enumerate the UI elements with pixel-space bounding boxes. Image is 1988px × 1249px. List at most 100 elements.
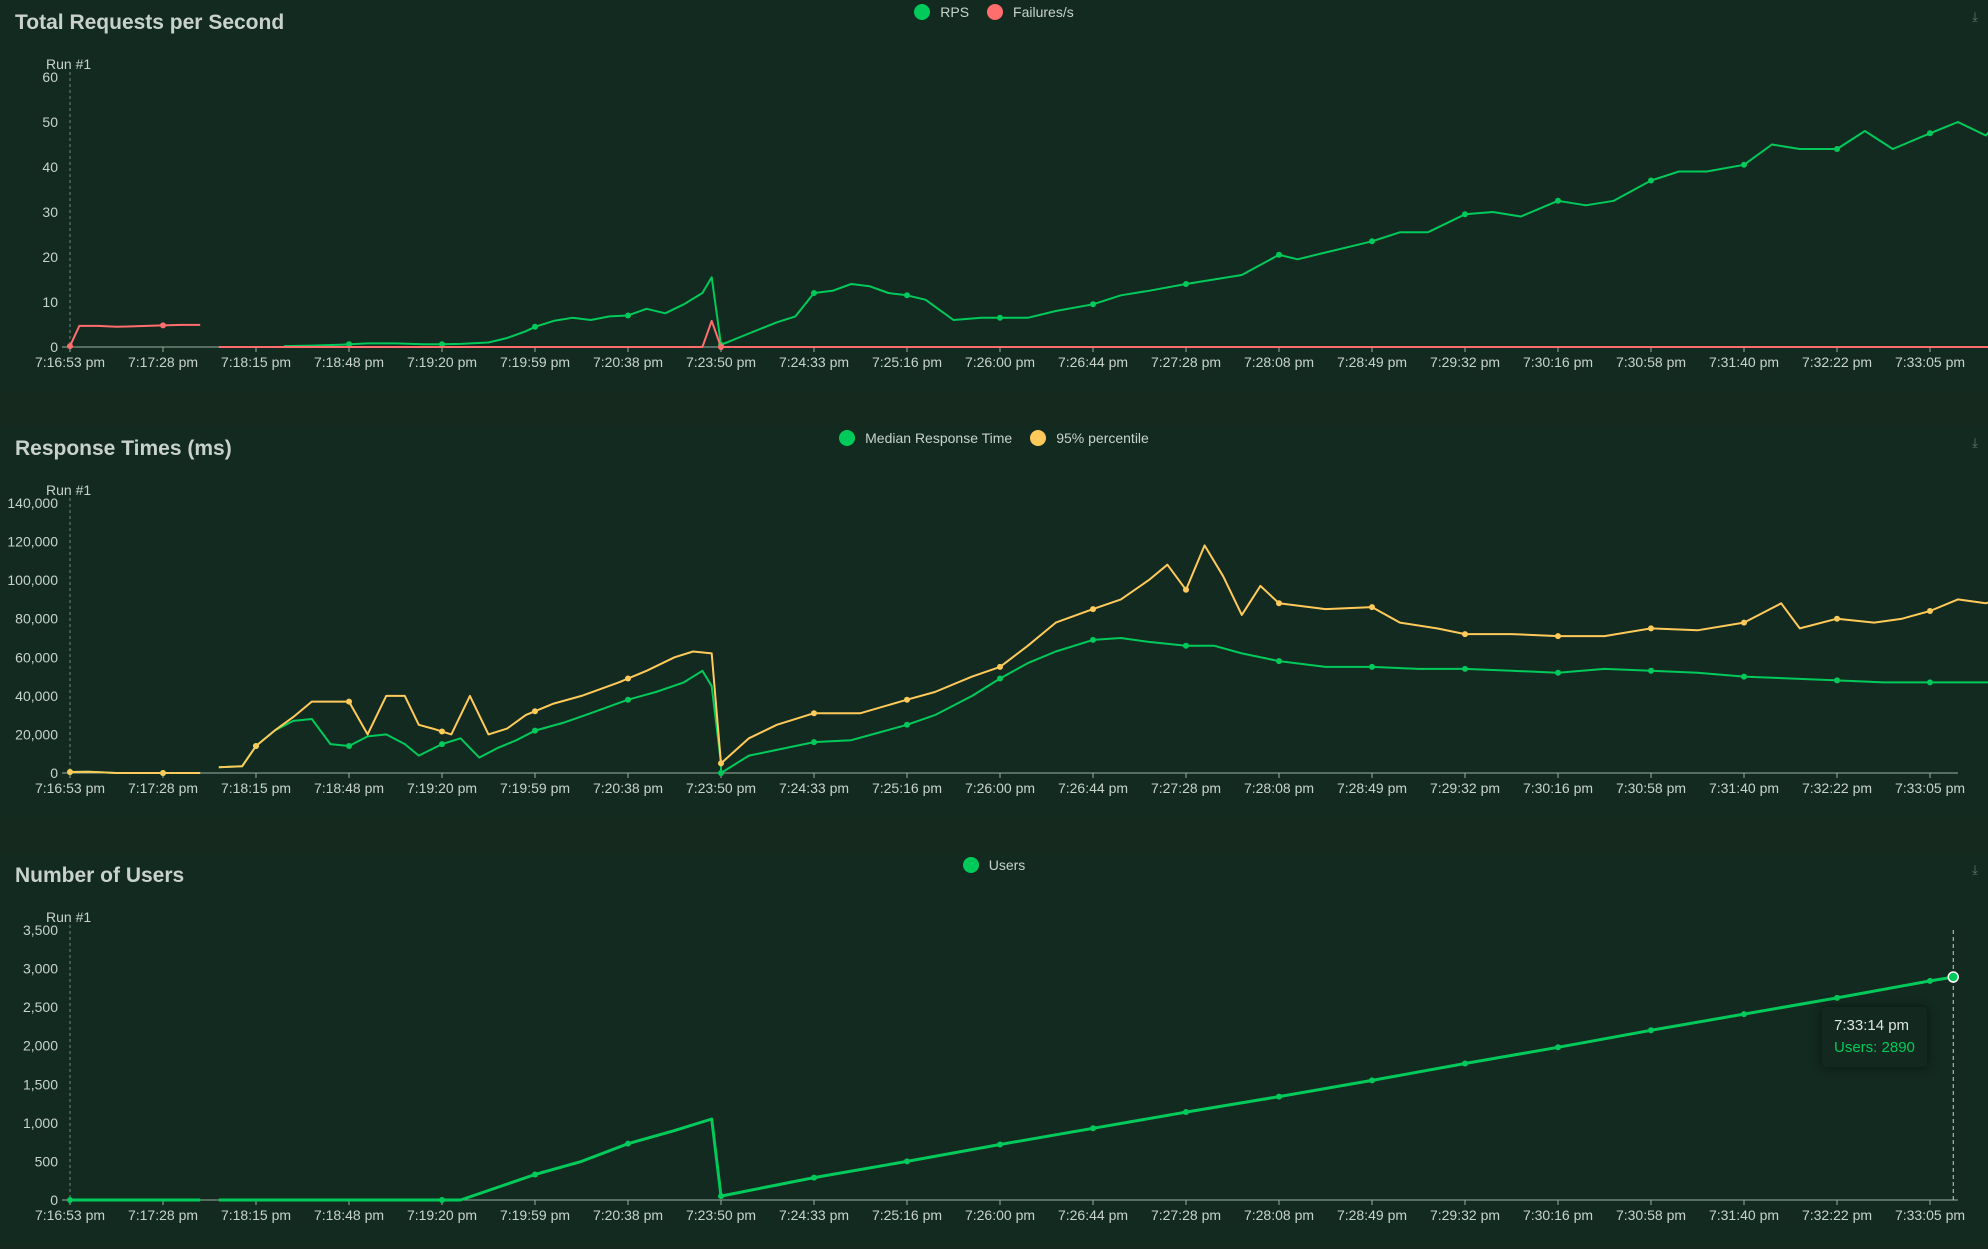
x-tick-label: 7:26:00 pm	[965, 354, 1035, 370]
x-tick-label: 7:16:53 pm	[35, 780, 105, 796]
series-point	[1369, 1077, 1375, 1084]
x-tick-label: 7:17:28 pm	[128, 1207, 198, 1223]
series-point	[718, 1193, 724, 1200]
y-tick-label: 0	[50, 339, 58, 355]
series-point	[1183, 1109, 1189, 1116]
chart-tooltip: 7:33:14 pm Users: 2890	[1822, 1007, 1927, 1067]
series-point	[625, 696, 631, 703]
legend-dot	[962, 857, 979, 873]
series-point	[718, 760, 724, 767]
legend-label: Failures/s	[1013, 4, 1074, 20]
x-tick-label: 7:24:33 pm	[779, 1207, 849, 1223]
series-point	[997, 314, 1003, 321]
series-point	[997, 663, 1003, 670]
response-times-chart: Run #1 0 20,000 40,000 60,000 80,000 100,000 12…	[7, 482, 1988, 796]
series-line	[218, 650, 722, 769]
series-point	[904, 696, 910, 703]
series-point	[532, 727, 538, 734]
x-tick-label: 7:18:48 pm	[314, 354, 384, 370]
run-label: Run #1	[46, 56, 91, 72]
x-tick-label: 7:18:15 pm	[221, 354, 291, 370]
x-tick-label: 7:25:16 pm	[872, 780, 942, 796]
series-line	[218, 319, 1988, 348]
series-point	[1927, 130, 1933, 137]
series-point	[1555, 669, 1561, 676]
x-tick-label: 7:30:16 pm	[1523, 780, 1593, 796]
run-label: Run #1	[46, 482, 91, 498]
x-tick-label: 7:17:28 pm	[128, 780, 198, 796]
x-tick-label: 7:33:05 pm	[1895, 780, 1965, 796]
series-point	[1834, 615, 1840, 622]
y-tick-label: 80,000	[15, 611, 58, 627]
series-point	[1462, 211, 1468, 218]
y-tick-label: 0	[50, 1192, 58, 1208]
x-tick-label: 7:26:00 pm	[965, 1207, 1035, 1223]
series-point	[1555, 633, 1561, 640]
series-line	[720, 121, 1988, 346]
legend-item-median[interactable]: Median Response Time	[839, 430, 1012, 446]
series-point	[718, 344, 724, 350]
series-point	[718, 770, 724, 776]
tooltip-time: 7:33:14 pm	[1834, 1017, 1910, 1034]
series-point	[1834, 994, 1840, 1001]
series-point	[1276, 251, 1282, 258]
series-point	[346, 743, 352, 749]
y-tick-label: 30	[42, 204, 58, 220]
chart-legend: RPS Failures/s	[0, 4, 1988, 20]
legend-item-rps[interactable]: RPS	[914, 4, 969, 20]
x-tick-label: 7:19:20 pm	[407, 1207, 477, 1223]
download-icon[interactable]: ⤓	[1972, 435, 1978, 450]
legend-item-failures[interactable]: Failures/s	[987, 4, 1074, 20]
series-point	[1090, 1125, 1096, 1132]
x-tick-label: 7:32:22 pm	[1802, 354, 1872, 370]
download-icon[interactable]: ⤓	[1972, 862, 1978, 877]
series-point	[1741, 619, 1747, 626]
series-point	[67, 769, 73, 776]
x-tick-label: 7:31:40 pm	[1709, 780, 1779, 796]
x-tick-label: 7:19:20 pm	[407, 354, 477, 370]
series-point	[160, 770, 166, 776]
series-point	[904, 1158, 910, 1165]
series-point	[997, 1141, 1003, 1148]
download-icon[interactable]: ⤓	[1972, 9, 1978, 24]
y-tick-label: 10	[42, 294, 58, 310]
x-tick-label: 7:31:40 pm	[1709, 1207, 1779, 1223]
series-point	[1462, 631, 1468, 638]
x-tick-label: 7:20:38 pm	[593, 1207, 663, 1223]
x-tick-label: 7:24:33 pm	[779, 354, 849, 370]
series-point	[439, 741, 445, 748]
legend-label: 95% percentile	[1056, 430, 1149, 446]
y-tick-label: 40	[42, 159, 58, 175]
series-point	[1090, 636, 1096, 643]
x-tick-label: 7:28:49 pm	[1337, 1207, 1407, 1223]
series-point	[1462, 1060, 1468, 1067]
series-line	[218, 669, 722, 773]
x-tick-label: 7:24:33 pm	[779, 780, 849, 796]
series-point	[1834, 677, 1840, 684]
chart-legend: Median Response Time 95% percentile	[0, 430, 1988, 446]
series-point	[532, 323, 538, 330]
chart-title: Number of Users	[15, 864, 185, 887]
series-point	[1369, 604, 1375, 611]
series-point	[1648, 177, 1654, 184]
series-point	[439, 1197, 445, 1203]
x-tick-label: 7:33:05 pm	[1895, 354, 1965, 370]
x-tick-label: 7:28:08 pm	[1244, 1207, 1314, 1223]
y-tick-label: 20,000	[15, 726, 58, 742]
y-tick-label: 40,000	[15, 688, 58, 704]
series-point	[1183, 586, 1189, 593]
tooltip-value: Users: 2890	[1834, 1039, 1915, 1056]
legend-item-p95[interactable]: 95% percentile	[1030, 430, 1149, 446]
series-line	[720, 544, 1988, 765]
x-tick-label: 7:18:15 pm	[221, 780, 291, 796]
series-point	[1369, 663, 1375, 670]
series-point	[160, 322, 166, 329]
series-point	[625, 675, 631, 682]
y-tick-label: 1,000	[23, 1115, 58, 1131]
legend-label: Users	[988, 857, 1026, 873]
x-tick-label: 7:31:40 pm	[1709, 354, 1779, 370]
x-tick-label: 7:32:22 pm	[1802, 780, 1872, 796]
series-point	[1555, 197, 1561, 204]
x-tick-label: 7:19:59 pm	[500, 1207, 570, 1223]
legend-item-users[interactable]: Users	[962, 857, 1026, 873]
